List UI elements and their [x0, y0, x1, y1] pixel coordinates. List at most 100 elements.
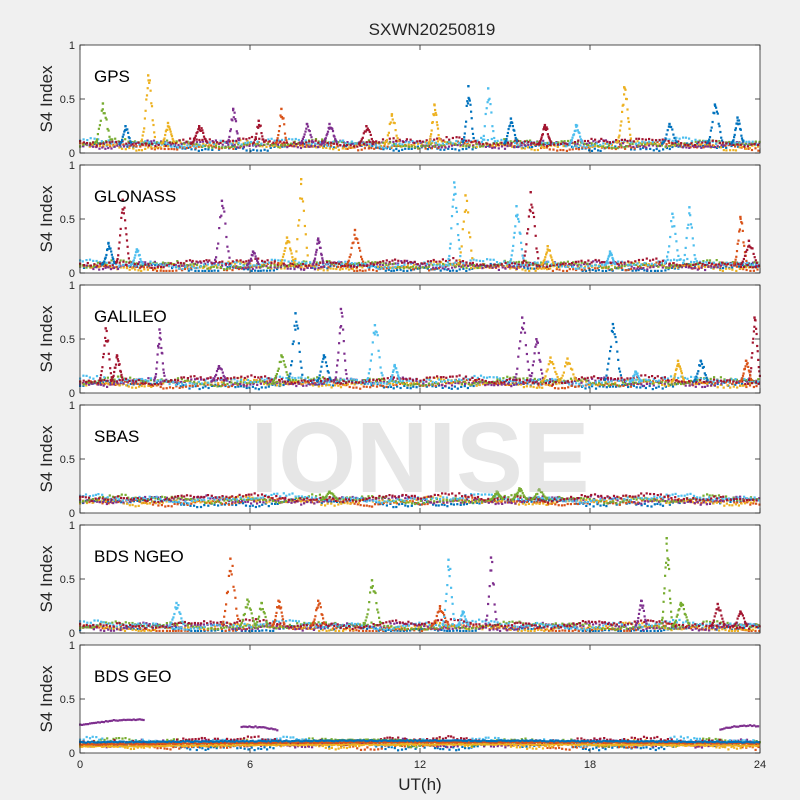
data-point	[642, 378, 646, 381]
data-point	[217, 383, 220, 386]
data-point	[610, 143, 613, 147]
data-point	[368, 144, 371, 147]
data-point	[297, 224, 300, 227]
data-point	[250, 269, 253, 272]
data-point	[533, 261, 536, 264]
data-point	[417, 147, 420, 150]
data-point	[238, 137, 241, 140]
data-point	[600, 381, 603, 384]
data-point	[332, 381, 335, 384]
data-point	[259, 143, 262, 147]
data-point	[417, 142, 420, 145]
data-point	[260, 377, 263, 380]
data-point	[693, 254, 696, 257]
data-point	[361, 266, 364, 269]
data-point	[405, 138, 408, 141]
data-point	[202, 383, 205, 386]
data-point	[739, 263, 742, 266]
data-point	[318, 262, 321, 265]
data-point	[671, 142, 674, 145]
data-point	[405, 144, 408, 147]
data-point	[590, 144, 593, 147]
data-point	[242, 385, 245, 388]
data-point	[375, 266, 378, 269]
data-point	[407, 147, 410, 150]
data-point	[587, 146, 590, 149]
data-point	[242, 137, 245, 140]
data-point	[725, 142, 728, 145]
data-point	[722, 267, 725, 270]
data-point	[383, 142, 387, 145]
data-point	[385, 138, 388, 142]
data-point	[608, 254, 611, 257]
data-point	[733, 262, 736, 265]
data-point	[99, 265, 102, 268]
data-point	[528, 269, 531, 272]
data-point	[181, 267, 184, 271]
data-point	[217, 142, 220, 145]
data-point	[437, 384, 441, 387]
data-point	[686, 381, 689, 384]
data-point	[147, 144, 150, 147]
data-point	[610, 268, 613, 271]
data-point	[205, 139, 208, 143]
data-point	[237, 266, 240, 269]
data-point	[478, 266, 481, 269]
data-point	[263, 382, 266, 386]
data-point	[225, 235, 228, 239]
data-point	[654, 139, 658, 142]
data-point	[144, 261, 147, 264]
data-point	[235, 266, 238, 269]
data-point	[472, 146, 475, 149]
data-point	[394, 129, 397, 132]
data-point	[526, 264, 529, 267]
data-point	[279, 266, 282, 269]
data-point	[388, 260, 391, 264]
data-point	[410, 145, 414, 148]
data-point	[519, 383, 523, 386]
data-point	[322, 265, 325, 268]
data-point	[424, 141, 427, 144]
data-point	[283, 259, 286, 262]
data-point	[194, 147, 197, 150]
data-point	[610, 252, 613, 255]
data-point	[441, 267, 444, 270]
data-point	[383, 266, 386, 269]
data-point	[150, 140, 153, 143]
data-point	[623, 93, 626, 96]
data-point	[517, 217, 520, 221]
data-point	[444, 146, 447, 149]
data-point	[289, 144, 292, 147]
data-point	[757, 149, 760, 152]
data-point	[682, 262, 685, 265]
data-point	[603, 376, 606, 379]
data-point	[152, 384, 155, 387]
data-point	[449, 269, 452, 272]
data-point	[661, 140, 664, 143]
data-point	[406, 259, 409, 262]
data-point	[188, 381, 191, 385]
data-point	[510, 385, 513, 388]
data-point	[383, 143, 386, 146]
data-point	[81, 260, 84, 263]
data-point	[210, 384, 213, 387]
data-point	[204, 148, 207, 151]
data-point	[496, 139, 499, 142]
data-point	[738, 230, 741, 233]
data-point	[509, 379, 512, 382]
data-point	[692, 244, 695, 247]
data-point	[446, 141, 449, 144]
data-point	[122, 266, 125, 269]
data-point	[506, 375, 509, 378]
data-point	[203, 381, 206, 384]
data-point	[551, 377, 554, 381]
data-point	[207, 145, 210, 148]
data-point	[753, 256, 756, 259]
data-point	[466, 102, 470, 105]
data-point	[486, 264, 489, 267]
data-point	[373, 147, 376, 150]
data-point	[597, 265, 600, 268]
data-point	[189, 267, 193, 270]
data-point	[588, 268, 591, 271]
